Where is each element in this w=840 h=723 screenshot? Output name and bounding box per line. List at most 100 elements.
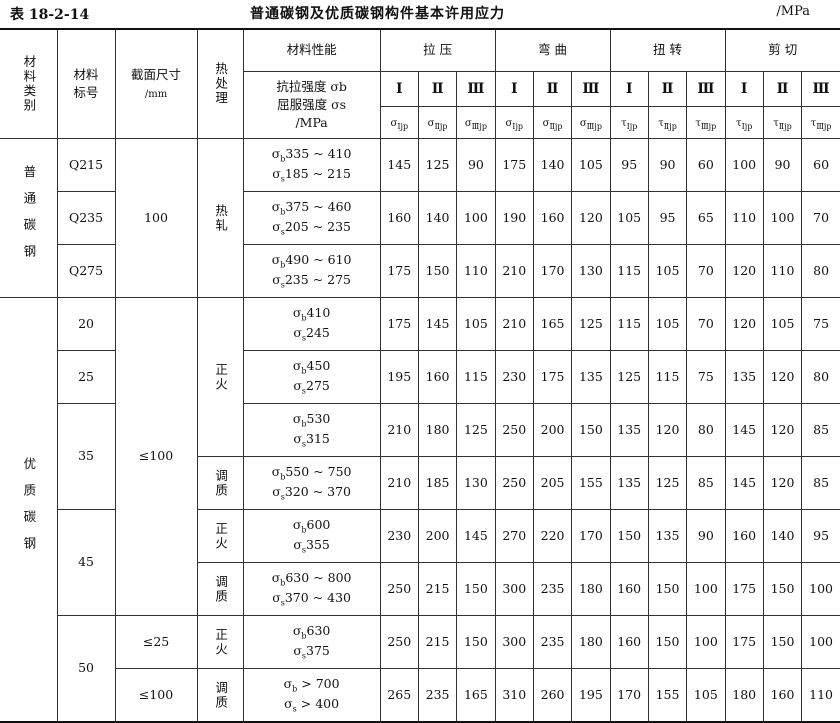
stress-value: 250 — [387, 580, 412, 596]
size-label: ≤100 — [138, 686, 174, 702]
value-cell: 190 — [494, 191, 534, 245]
grade-label: Q275 — [68, 262, 104, 278]
stress-value: 105 — [463, 315, 488, 331]
header-symbol: τⅡjp — [762, 106, 803, 139]
value-cell: 90 — [686, 509, 726, 563]
value-cell: 110 — [724, 191, 764, 245]
grade-cell: 45 — [57, 509, 116, 616]
value-cell: 105 — [571, 138, 611, 192]
props-cell: σb630 ~ 800 σs370 ~ 430 — [242, 562, 381, 616]
size-cell: 100 — [114, 138, 198, 298]
sub-b: b — [301, 631, 307, 641]
value-cell: 150 — [609, 509, 649, 563]
value-cell: 210 — [379, 456, 419, 510]
heat-label: 正火 — [213, 362, 229, 392]
heat-label: 正火 — [213, 627, 229, 657]
value-cell: 170 — [571, 509, 611, 563]
stress-value: 135 — [732, 368, 757, 384]
header-level: Ⅲ — [571, 71, 611, 107]
level-label: Ⅲ — [467, 80, 485, 97]
stress-symbol: σ — [427, 117, 435, 129]
stress-value: 210 — [502, 315, 527, 331]
stress-value: 195 — [578, 686, 603, 702]
value-cell: 105 — [647, 244, 688, 298]
category-label: 优质碳钢 — [21, 456, 37, 563]
stress-value: 175 — [387, 262, 412, 278]
sigma-symbol: σ — [272, 272, 281, 287]
value-cell: 160 — [379, 191, 419, 245]
stress-value: 115 — [655, 368, 680, 384]
value-cell: 130 — [571, 244, 611, 298]
tensile-strength: 550 ~ 750 — [285, 463, 352, 479]
sigma-symbol: σ — [271, 145, 281, 161]
stress-value: 120 — [770, 474, 795, 490]
value-cell: 115 — [609, 297, 649, 351]
stress-symbol: τ — [736, 117, 742, 129]
stress-value: 235 — [540, 633, 565, 649]
value-cell: 100 — [801, 615, 840, 669]
stress-symbol: σ — [542, 117, 550, 129]
value-cell: 85 — [686, 456, 726, 510]
stress-subscript: Ⅱjp — [549, 121, 563, 131]
sigma-symbol: σ — [271, 251, 281, 267]
grade-header: 材料标号 — [73, 66, 99, 100]
value-cell: 100 — [724, 138, 764, 192]
value-cell: 150 — [456, 562, 496, 616]
value-cell: 70 — [686, 297, 726, 351]
stress-value: 210 — [502, 262, 527, 278]
sigma-symbol: σ — [293, 537, 302, 552]
sub-b: b — [292, 684, 298, 694]
value-cell: 235 — [417, 668, 458, 723]
value-cell: 155 — [647, 668, 688, 723]
stress-value: 115 — [617, 262, 642, 278]
header-level: Ⅰ — [494, 71, 534, 107]
value-cell: 135 — [724, 350, 764, 404]
stress-value: 85 — [813, 474, 830, 490]
value-cell: 110 — [801, 668, 840, 723]
header-props: 材料性能 — [242, 28, 381, 72]
stress-value: 235 — [540, 580, 565, 596]
stress-value: 215 — [425, 580, 450, 596]
stress-symbol: σ — [464, 117, 472, 129]
sigma-symbol: σ — [292, 304, 302, 320]
stress-value: 100 — [770, 209, 795, 225]
header-symbol: σⅡjp — [417, 106, 458, 139]
stress-value: 105 — [617, 209, 642, 225]
size-header: 截面尺寸 — [131, 66, 182, 82]
size-label: ≤25 — [142, 633, 170, 649]
header-group: 扭 转 — [609, 28, 726, 72]
stress-subscript: Ⅲjp — [700, 121, 717, 131]
header-symbol: σⅢjp — [456, 106, 496, 139]
props-cell: σb490 ~ 610 σs235 ~ 275 — [242, 244, 381, 298]
size-cell: ≤100 — [114, 297, 198, 616]
value-cell: 80 — [801, 244, 840, 298]
sigma-symbol: σ — [272, 219, 281, 234]
stress-value: 250 — [502, 474, 527, 490]
tensile-strength: 375 ~ 460 — [285, 198, 352, 214]
value-cell: 150 — [647, 615, 688, 669]
stress-value: 135 — [655, 527, 680, 543]
header-symbol: τⅡjp — [647, 106, 688, 139]
props-sub-label: /MPa — [295, 115, 328, 131]
props-cell: σb335 ~ 410 σs185 ~ 215 — [242, 138, 381, 192]
level-label: Ⅱ — [776, 80, 789, 97]
stress-value: 120 — [770, 368, 795, 384]
grade-label: 35 — [78, 448, 94, 464]
value-cell: 260 — [532, 668, 573, 723]
stress-subscript: Ⅰjp — [397, 121, 409, 131]
stress-symbol: τ — [810, 117, 817, 129]
value-cell: 215 — [417, 615, 458, 669]
header-props-sub: 抗拉强度 σb 屈服强度 σs/MPa — [243, 71, 381, 139]
tensile-strength: > 700 — [297, 675, 340, 691]
value-cell: 270 — [494, 509, 534, 563]
header-level: Ⅰ — [379, 71, 419, 107]
header-level: Ⅱ — [532, 71, 573, 107]
stress-symbol: τ — [695, 117, 701, 129]
stress-value: 175 — [387, 315, 412, 331]
sub-s: s — [301, 333, 306, 343]
sub-s: s — [280, 280, 285, 290]
value-cell: 235 — [532, 562, 573, 616]
stress-value: 160 — [617, 580, 642, 596]
tensile-strength: 335 ~ 410 — [285, 145, 352, 161]
value-cell: 105 — [762, 297, 803, 351]
